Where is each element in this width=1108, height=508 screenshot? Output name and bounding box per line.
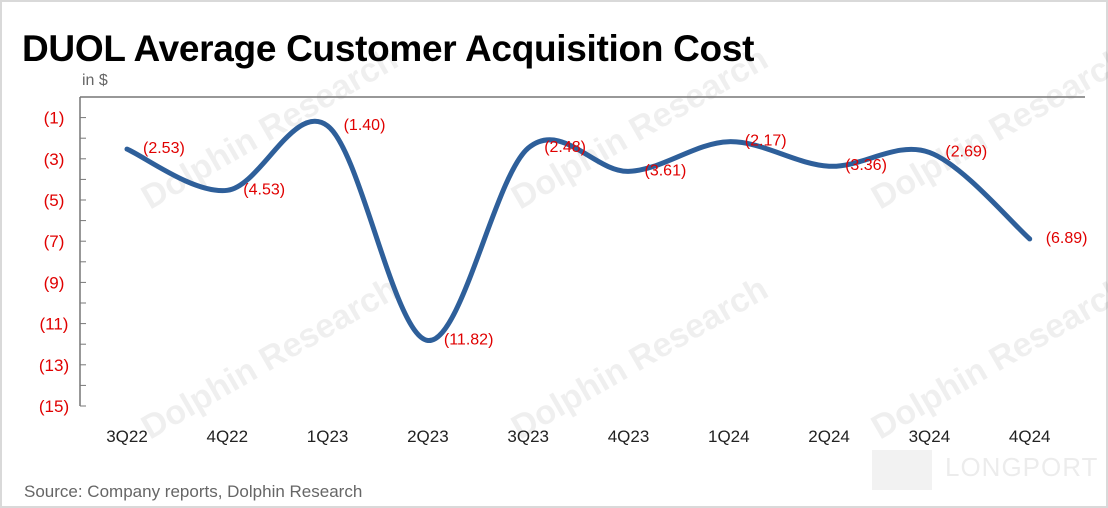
longport-logo: LONGPORT: [945, 452, 1099, 482]
data-label: (6.89): [1046, 230, 1088, 247]
source-note: Source: Company reports, Dolphin Researc…: [24, 482, 363, 501]
data-label: (3.36): [845, 157, 887, 174]
y-tick-label: (11): [40, 315, 69, 334]
data-label: (1.40): [344, 117, 386, 134]
watermark: Dolphin Research: [865, 39, 1108, 216]
y-tick-label: (7): [44, 232, 65, 251]
unit-label: in $: [82, 72, 108, 89]
y-tick-label: (15): [39, 397, 69, 416]
data-label: (2.53): [143, 140, 185, 157]
series-line: [124, 118, 1033, 343]
y-tick-label: (1): [44, 109, 65, 128]
y-tick-label: (3): [44, 150, 65, 169]
watermark: Dolphin Research: [505, 39, 774, 216]
watermark: Dolphin Research: [865, 269, 1108, 446]
longport-logo-icon: [872, 450, 932, 490]
x-tick-label: 3Q22: [106, 427, 148, 446]
x-tick-label: 4Q22: [207, 427, 249, 446]
data-label: (2.48): [544, 139, 586, 156]
x-tick-label: 4Q24: [1009, 427, 1051, 446]
watermark: Dolphin Research: [135, 269, 404, 446]
data-label: (11.82): [444, 331, 494, 348]
x-tick-label: 1Q23: [307, 427, 349, 446]
data-label: (2.69): [945, 143, 987, 160]
data-label: (4.53): [243, 181, 285, 198]
x-tick-label: 4Q23: [608, 427, 650, 446]
y-tick-label: (5): [44, 191, 65, 210]
data-label: (2.17): [745, 133, 787, 150]
x-tick-label: 2Q24: [808, 427, 850, 446]
y-tick-label: (9): [44, 273, 65, 292]
x-tick-label: 1Q24: [708, 427, 750, 446]
y-tick-label: (13): [39, 356, 69, 375]
x-tick-label: 3Q23: [507, 427, 549, 446]
data-label: (3.61): [645, 162, 687, 179]
chart-title: DUOL Average Customer Acquisition Cost: [22, 28, 755, 69]
x-tick-label: 2Q23: [407, 427, 449, 446]
watermark: Dolphin Research: [505, 269, 774, 446]
x-tick-label: 3Q24: [909, 427, 951, 446]
